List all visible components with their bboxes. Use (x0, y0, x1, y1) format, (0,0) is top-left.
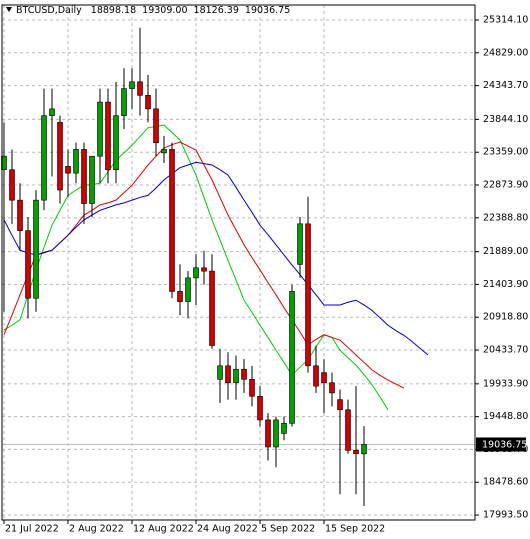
candle-body (209, 270, 215, 346)
x-tick-label: 15 Sep 2022 (325, 524, 385, 535)
candle-body (57, 122, 63, 191)
header: BTCUSD,Daily 18898.18 19309.00 18126.39 … (16, 5, 290, 16)
x-tick-label: 21 Jul 2022 (5, 524, 59, 535)
candle-body (201, 267, 207, 272)
y-tick-label: 21403.90 (483, 279, 528, 290)
y-tick-label: 20433.70 (483, 345, 528, 356)
candle-body (105, 101, 111, 171)
candle-body (137, 81, 143, 96)
candle-body (41, 115, 47, 201)
y-tick-label: 25314.10 (483, 15, 528, 26)
candle-body (113, 115, 119, 171)
candle-body (25, 230, 31, 299)
candle-body (145, 95, 151, 110)
plot-frame (1, 4, 476, 521)
candle-body (193, 267, 199, 279)
candle-body (49, 108, 55, 116)
x-tick-label: 5 Sep 2022 (261, 524, 315, 535)
candle-body (9, 169, 15, 201)
candle-body (329, 382, 335, 394)
candle-body (249, 379, 255, 397)
candle-body (337, 399, 343, 411)
x-tick-label: 24 Aug 2022 (197, 524, 258, 535)
candle-body (289, 291, 295, 424)
symbol-icon (6, 7, 12, 12)
y-tick-label: 22388.80 (483, 212, 528, 223)
y-tick-label: 18478.60 (483, 477, 528, 488)
y-tick-label: 24343.70 (483, 80, 528, 91)
y-tick-label: 22873.90 (483, 180, 528, 191)
y-tick-label: 23359.00 (483, 147, 528, 158)
y-tick-label: 23844.10 (483, 114, 528, 125)
candle-body (161, 149, 167, 154)
candle-body (257, 395, 263, 421)
y-tick-label: 19448.80 (483, 411, 528, 422)
candle-body (297, 223, 303, 265)
x-tick-label: 12 Aug 2022 (133, 524, 194, 535)
candle-body (345, 409, 351, 451)
candle-body (217, 365, 223, 380)
open-label: 18898.18 (91, 5, 136, 16)
symbol: BTCUSD,Daily (16, 5, 82, 16)
candle-body (89, 155, 95, 204)
candle-body (185, 277, 191, 302)
close-label: 19036.75 (245, 5, 290, 16)
candle-body (281, 423, 287, 434)
candle-body (121, 88, 127, 116)
y-tick-label: 19933.90 (483, 378, 528, 389)
candle-body (129, 81, 135, 89)
candle-body (273, 419, 279, 448)
y-tick-label: 24829.00 (483, 47, 528, 58)
candle-body (225, 365, 231, 384)
price-label-box (476, 437, 526, 452)
candle-body (65, 166, 71, 174)
grid (2, 5, 475, 520)
y-tick-label: 20918.80 (483, 312, 528, 323)
candle-body (153, 108, 159, 143)
candle-body (73, 149, 79, 174)
candle-body (33, 199, 39, 299)
candle-body (97, 101, 103, 157)
candle-body (17, 199, 23, 231)
low-label: 18126.39 (194, 5, 239, 16)
candle-body (241, 368, 247, 380)
candle-body (177, 291, 183, 302)
y-tick-label: 17993.50 (483, 510, 528, 521)
plot (1, 27, 429, 507)
candle-body (313, 365, 319, 387)
candle-body (361, 444, 367, 455)
y-tick-label: 21889.00 (483, 246, 528, 257)
candle-body (233, 368, 239, 384)
candle-body (81, 149, 87, 204)
x-tick-label: 2 Aug 2022 (69, 524, 124, 535)
price-label: 19036.75 (482, 439, 527, 450)
candle-body (321, 372, 327, 384)
candle-body (169, 149, 175, 292)
moving-average (3, 161, 429, 356)
candle-body (305, 223, 311, 367)
candle-body (265, 419, 271, 448)
candle-body (353, 450, 359, 455)
high-label: 19309.00 (142, 5, 187, 16)
